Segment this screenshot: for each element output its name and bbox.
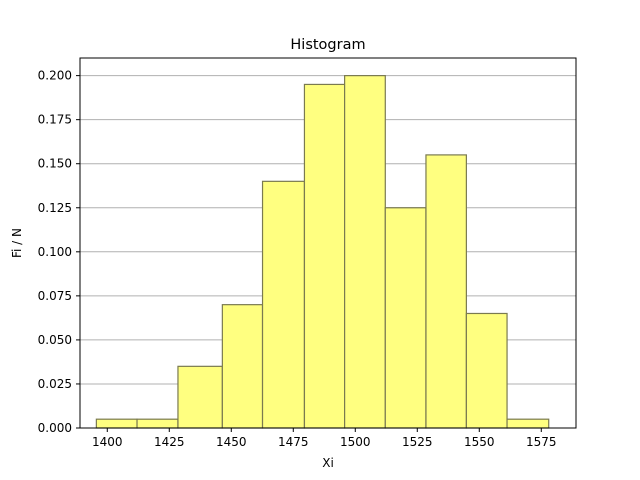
histogram-bar xyxy=(344,75,386,429)
y-tick-label: 0.000 xyxy=(38,421,72,435)
x-tick-label: 1425 xyxy=(154,435,185,449)
y-tick-label: 0.100 xyxy=(38,245,72,259)
chart-title: Histogram xyxy=(290,37,365,53)
histogram-bar xyxy=(221,304,264,429)
x-tick-label: 1450 xyxy=(216,435,247,449)
y-tick-label: 0.175 xyxy=(38,113,72,127)
y-tick-label: 0.150 xyxy=(38,157,72,171)
y-tick-label: 0.050 xyxy=(38,333,72,347)
histogram-bar xyxy=(465,312,508,429)
x-tick-label: 1525 xyxy=(402,435,433,449)
y-tick-label: 0.075 xyxy=(38,289,72,303)
histogram-bar xyxy=(425,154,467,429)
histogram-bar xyxy=(261,180,306,429)
histogram-bar xyxy=(177,365,223,429)
y-axis-ticks: 0.000 0.025 0.050 0.075 0.100 0.125 0.150 0.175… xyxy=(38,69,80,435)
histogram-bar xyxy=(506,418,550,429)
y-tick-label: 0.200 xyxy=(38,69,72,83)
histogram-bar xyxy=(303,83,346,429)
y-tick-label: 0.125 xyxy=(38,201,72,215)
x-axis-ticks: 1400 1425 1450 1475 1500 1525 1550 1575 xyxy=(92,428,557,449)
y-axis-label: Fi / N xyxy=(10,228,24,258)
x-tick-label: 1550 xyxy=(464,435,495,449)
x-axis-label: Xi xyxy=(322,456,334,470)
x-tick-label: 1500 xyxy=(340,435,371,449)
x-tick-label: 1400 xyxy=(92,435,123,449)
x-tick-label: 1575 xyxy=(526,435,557,449)
y-tick-label: 0.025 xyxy=(38,377,72,391)
histogram-bar xyxy=(95,418,138,429)
plot-frame xyxy=(79,57,577,429)
histogram-bar xyxy=(136,418,179,429)
histogram-bar xyxy=(384,207,427,429)
x-tick-label: 1475 xyxy=(278,435,309,449)
